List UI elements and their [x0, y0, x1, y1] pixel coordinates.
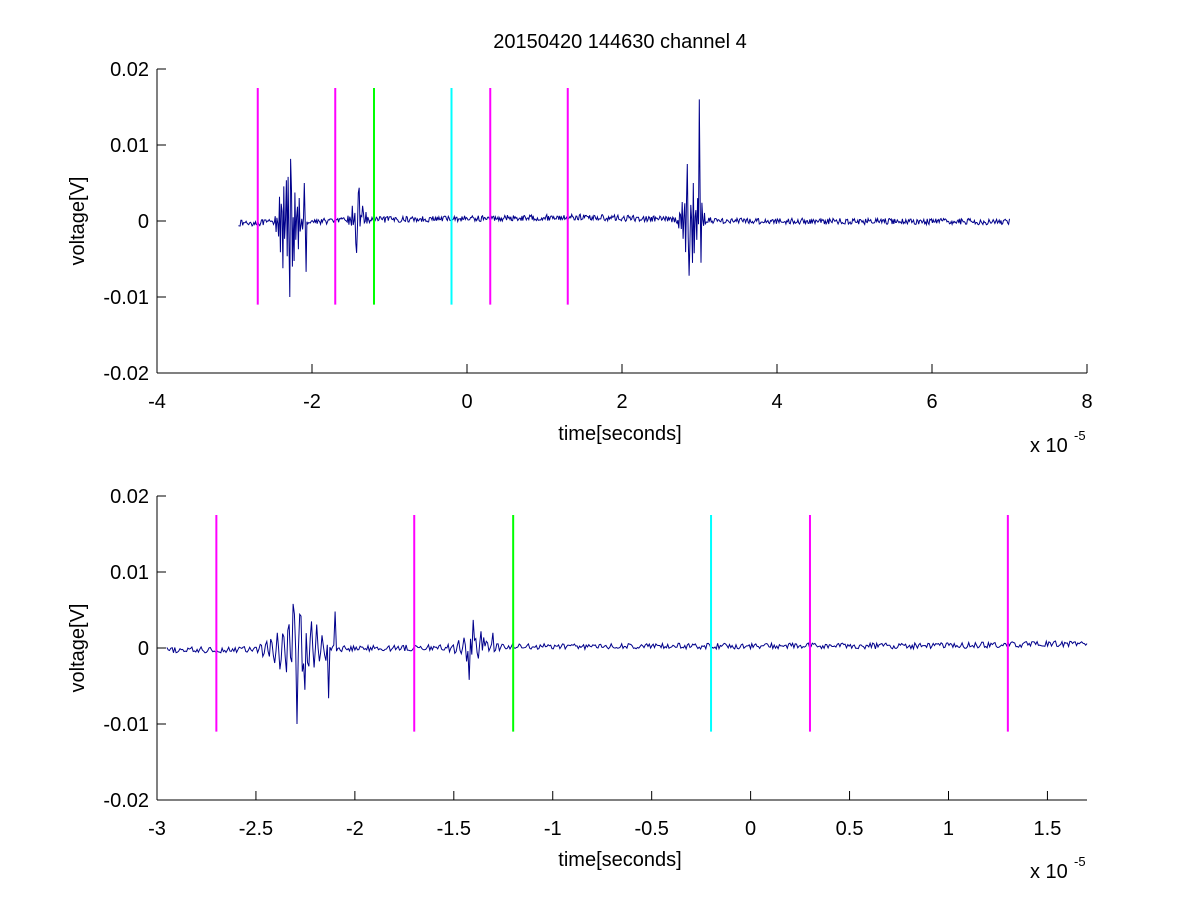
x-multiplier: x 10 -5: [1030, 428, 1086, 457]
y-tick-label: 0.02: [110, 486, 149, 508]
y-tick-label: -0.02: [103, 363, 149, 385]
y-tick-label: 0.02: [110, 59, 149, 81]
x-tick-label: 1.5: [1034, 818, 1062, 840]
x-multiplier-exponent: -5: [1074, 854, 1086, 869]
x-tick-label: -2.5: [239, 818, 273, 840]
x-tick-label: -0.5: [634, 818, 668, 840]
y-tick-label: -0.01: [103, 287, 149, 309]
y-tick-label: -0.01: [103, 714, 149, 736]
signal-trace: [238, 99, 1010, 298]
x-multiplier-base: x 10: [1030, 435, 1068, 457]
y-axis-label: voltage[V]: [67, 604, 89, 693]
x-tick-label: 6: [926, 391, 937, 413]
bottom-chart: -0.02 -0.01 0 0.01 0.02 -3 -2.5 -2 -1.5 -1 -0.5 0 0.…: [67, 486, 1088, 883]
x-tick-label: 2: [616, 391, 627, 413]
x-tick-label: -3: [148, 818, 166, 840]
x-tick-label: 8: [1081, 391, 1092, 413]
x-tick-label: 1: [943, 818, 954, 840]
y-tick-label: 0: [138, 211, 149, 233]
y-axis-label: voltage[V]: [67, 177, 89, 266]
x-tick-label: -2: [303, 391, 321, 413]
y-tick-label: 0.01: [110, 135, 149, 157]
x-tick-label: -4: [148, 391, 166, 413]
x-tick-label: 0: [461, 391, 472, 413]
top-plot-area: -0.02 -0.01 0 0.01 0.02 -4 -2 0 2 4 6 8: [103, 59, 1092, 413]
x-multiplier: x 10 -5: [1030, 854, 1086, 883]
y-tick-label: -0.02: [103, 790, 149, 812]
x-axis-label: time[seconds]: [558, 849, 681, 871]
x-tick-label: -1: [544, 818, 562, 840]
x-tick-label: 4: [771, 391, 782, 413]
x-tick-label: 0: [745, 818, 756, 840]
x-multiplier-exponent: -5: [1074, 428, 1086, 443]
y-tick-label: 0: [138, 638, 149, 660]
x-tick-label: -2: [346, 818, 364, 840]
chart-title: 20150420 144630 channel 4: [493, 31, 747, 53]
x-tick-label: 0.5: [836, 818, 864, 840]
x-multiplier-base: x 10: [1030, 861, 1068, 883]
top-chart: 20150420 144630 channel 4 -0.02 -0.01 0 0.0…: [67, 31, 1093, 457]
signal-trace: [166, 603, 1088, 725]
x-tick-label: -1.5: [437, 818, 471, 840]
x-axis-label: time[seconds]: [558, 423, 681, 445]
bottom-plot-area: -0.02 -0.01 0 0.01 0.02 -3 -2.5 -2 -1.5 -1 -0.5 0 0.…: [103, 486, 1088, 840]
y-tick-label: 0.01: [110, 562, 149, 584]
